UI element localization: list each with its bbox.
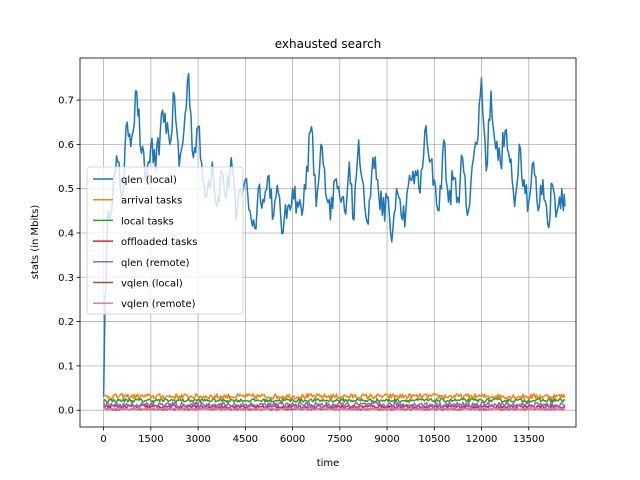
x-tick-label: 6000 <box>280 434 305 445</box>
legend-label: local tasks <box>121 216 174 227</box>
x-axis-label: time <box>317 458 340 469</box>
series-line-vqlen-remote- <box>103 407 566 411</box>
y-tick-label: 0.4 <box>58 228 74 239</box>
legend-label: arrival tasks <box>121 196 182 207</box>
legend-box <box>86 166 244 315</box>
y-tick-label: 0.6 <box>58 140 74 151</box>
x-tick-label: 1500 <box>138 434 163 445</box>
series-line-qlen-local- <box>102 72 566 397</box>
x-tick-label: 7500 <box>327 434 352 445</box>
y-tick-label: 0.7 <box>58 96 74 107</box>
y-tick-label: 0.5 <box>58 184 74 195</box>
series-line-local-tasks <box>102 397 566 403</box>
plot-frame <box>79 57 577 428</box>
legend-label: qlen (remote) <box>121 258 190 269</box>
legend-label: vqlen (remote) <box>121 299 196 310</box>
y-tick-label: 0.0 <box>58 406 74 417</box>
x-tick-label: 13500 <box>513 434 545 445</box>
axis-ticks: 0 1500 3000 4500 6000 7500 9000 10500 12000 13500… <box>58 96 545 445</box>
legend-label: vqlen (local) <box>121 279 183 290</box>
legend: qlen (local) arrival tasks local tasks offl… <box>86 166 244 315</box>
x-tick-label: 9000 <box>374 434 399 445</box>
x-tick-label: 0 <box>100 434 106 445</box>
legend-label: offloaded tasks <box>121 237 197 248</box>
x-tick-label: 4500 <box>233 434 258 445</box>
legend-label: qlen (local) <box>121 175 177 186</box>
series-lines <box>102 72 566 411</box>
x-tick-label: 12000 <box>466 434 498 445</box>
y-tick-label: 0.2 <box>58 317 74 328</box>
chart-title: exhausted search <box>275 37 381 51</box>
series-line-qlen-remote- <box>102 401 566 409</box>
x-tick-label: 10500 <box>418 434 450 445</box>
y-tick-label: 0.3 <box>58 273 74 284</box>
y-tick-label: 0.1 <box>58 361 74 372</box>
series-line-arrival-tasks <box>103 393 566 400</box>
y-axis-label: stats (in Mbits) <box>30 205 41 280</box>
x-tick-label: 3000 <box>185 434 210 445</box>
